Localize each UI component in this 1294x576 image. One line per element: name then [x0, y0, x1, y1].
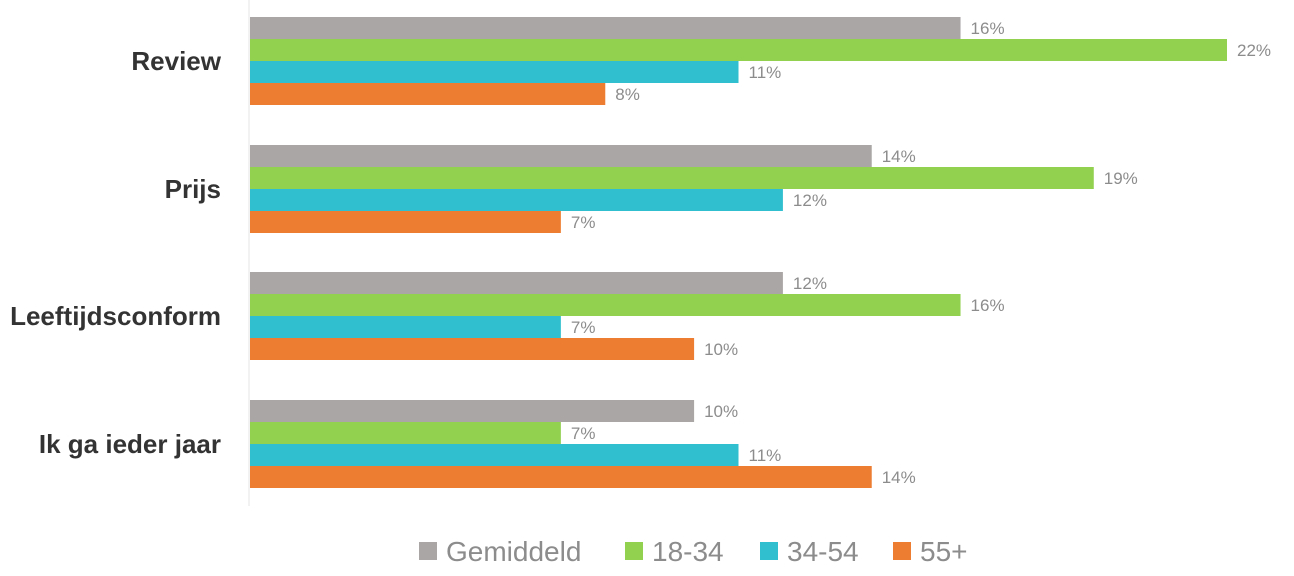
legend-label-gemiddeld: Gemiddeld [446, 536, 581, 567]
bar-prijs-18-34 [250, 167, 1094, 189]
legend-swatch-55 [893, 542, 911, 560]
bar-review-34-54 [250, 61, 739, 83]
data-label-leeftijdsconform-34-54: 7% [571, 318, 596, 337]
bar-leeftijdsconform-34-54 [250, 316, 561, 338]
value-labels: 16% 22% 11% 8% 14% 19% 12% 7% 12% 16% 7% 10% 10% 7% 11… [571, 19, 1271, 487]
data-label-ik-ga-ieder-jaar-gemiddeld: 10% [704, 402, 738, 421]
data-label-ik-ga-ieder-jaar-18-34: 7% [571, 424, 596, 443]
bar-leeftijdsconform-55 [250, 338, 695, 360]
bar-leeftijdsconform-gemiddeld [250, 272, 783, 294]
bar-ik-ga-ieder-jaar-55 [250, 466, 872, 488]
category-label-review: Review [131, 46, 221, 76]
data-label-prijs-18-34: 19% [1104, 169, 1138, 188]
category-label-ik-ga-ieder-jaar: Ik ga ieder jaar [39, 429, 221, 459]
bar-ik-ga-ieder-jaar-18-34 [250, 422, 561, 444]
data-label-ik-ga-ieder-jaar-34-54: 11% [749, 446, 782, 465]
data-label-leeftijdsconform-18-34: 16% [971, 296, 1005, 315]
data-label-review-gemiddeld: 16% [971, 19, 1005, 38]
data-label-prijs-34-54: 12% [793, 191, 827, 210]
legend-label-34-54: 34-54 [787, 536, 859, 567]
bar-prijs-55 [250, 211, 561, 233]
data-label-leeftijdsconform-55: 10% [704, 340, 738, 359]
data-label-ik-ga-ieder-jaar-55: 14% [882, 468, 916, 487]
bar-prijs-gemiddeld [250, 145, 872, 167]
data-label-prijs-55: 7% [571, 213, 596, 232]
legend-label-55: 55+ [920, 536, 968, 567]
legend: Gemiddeld 18-34 34-54 55+ [419, 536, 968, 567]
bars-group [250, 17, 1227, 488]
category-labels: Review Prijs Leeftijdsconform Ik ga ieder j… [10, 46, 222, 459]
legend-swatch-18-34 [625, 542, 643, 560]
data-label-review-34-54: 11% [749, 63, 782, 82]
bar-review-18-34 [250, 39, 1227, 61]
bar-leeftijdsconform-18-34 [250, 294, 961, 316]
bar-ik-ga-ieder-jaar-gemiddeld [250, 400, 695, 422]
bar-review-gemiddeld [250, 17, 961, 39]
legend-swatch-gemiddeld [419, 542, 437, 560]
bar-review-55 [250, 83, 606, 105]
bar-ik-ga-ieder-jaar-34-54 [250, 444, 739, 466]
legend-swatch-34-54 [760, 542, 778, 560]
data-label-leeftijdsconform-gemiddeld: 12% [793, 274, 827, 293]
category-label-leeftijdsconform: Leeftijdsconform [10, 301, 221, 331]
data-label-review-18-34: 22% [1237, 41, 1271, 60]
data-label-review-55: 8% [615, 85, 640, 104]
bar-prijs-34-54 [250, 189, 783, 211]
legend-label-18-34: 18-34 [652, 536, 724, 567]
data-label-prijs-gemiddeld: 14% [882, 147, 916, 166]
category-label-prijs: Prijs [165, 174, 221, 204]
